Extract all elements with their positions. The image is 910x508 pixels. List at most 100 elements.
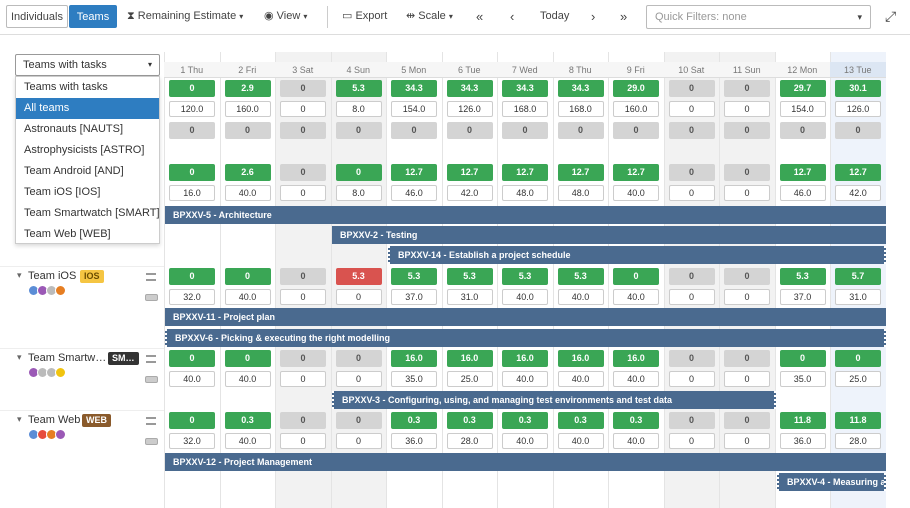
hours-cell[interactable]: 25.0 (835, 371, 881, 387)
capacity-cell[interactable]: 0 (280, 268, 326, 285)
capacity-cell[interactable]: 0.3 (224, 412, 271, 429)
task-bar[interactable]: BPXXV-2 - Testing (332, 226, 886, 244)
hours-cell[interactable]: 36.0 (779, 433, 826, 449)
capacity-cell[interactable]: 0.3 (557, 412, 604, 429)
team-name[interactable]: Team Smartw… (28, 352, 107, 364)
team-row-ios[interactable]: ▾ Team iOS IOS (0, 266, 164, 310)
task-bar[interactable]: BPXXV-12 - Project Management (165, 453, 886, 471)
capacity-cell[interactable]: 0 (835, 350, 881, 367)
capacity-cell[interactable]: 0 (724, 122, 770, 139)
capacity-cell[interactable]: 0 (335, 350, 382, 367)
team-filter-option[interactable]: Team iOS [IOS] (24, 186, 101, 198)
hours-cell[interactable]: 168.0 (502, 101, 548, 117)
hours-cell[interactable]: 154.0 (391, 101, 437, 117)
hours-cell[interactable]: 0 (280, 433, 326, 449)
hours-cell[interactable]: 31.0 (835, 289, 881, 305)
remaining-estimate-dropdown[interactable]: ⧗ Remaining Estimate ▾ (127, 5, 243, 28)
capacity-cell[interactable]: 5.3 (391, 268, 437, 285)
team-filter-select[interactable]: Teams with tasks ▾ (15, 54, 160, 76)
capacity-cell[interactable]: 0 (224, 122, 271, 139)
capacity-cell[interactable]: 2.6 (224, 164, 271, 181)
task-bar[interactable]: BPXXV-3 - Configuring, using, and managi… (332, 391, 776, 409)
hours-cell[interactable]: 36.0 (391, 433, 437, 449)
hours-cell[interactable]: 0 (335, 289, 382, 305)
avatar[interactable] (55, 429, 66, 440)
capacity-cell[interactable]: 29.7 (779, 80, 826, 97)
capacity-cell[interactable]: 0 (779, 122, 826, 139)
hours-cell[interactable]: 40.0 (613, 289, 659, 305)
hours-cell[interactable]: 28.0 (835, 433, 881, 449)
capacity-cell[interactable]: 0 (668, 412, 715, 429)
capacity-cell[interactable]: 29.0 (613, 80, 659, 97)
team-filter-option[interactable]: Team Smartwatch [SMART] (24, 207, 159, 219)
capacity-cell[interactable]: 0 (724, 80, 770, 97)
capacity-cell[interactable]: 0 (335, 122, 382, 139)
capacity-cell[interactable]: 0 (668, 350, 715, 367)
hours-cell[interactable]: 40.0 (169, 371, 215, 387)
capacity-cell[interactable]: 5.3 (557, 268, 604, 285)
capacity-cell[interactable]: 34.3 (446, 80, 493, 97)
capacity-cell[interactable]: 0 (280, 164, 326, 181)
hours-cell[interactable]: 160.0 (613, 101, 659, 117)
hours-cell[interactable]: 154.0 (779, 101, 826, 117)
capacity-cell[interactable]: 12.7 (502, 164, 548, 181)
hours-cell[interactable]: 35.0 (779, 371, 826, 387)
capacity-cell[interactable]: 0 (280, 412, 326, 429)
capacity-cell[interactable]: 0.3 (613, 412, 659, 429)
hours-cell[interactable]: 126.0 (835, 101, 881, 117)
hours-cell[interactable]: 0 (280, 289, 326, 305)
hours-cell[interactable]: 160.0 (224, 101, 271, 117)
capacity-cell[interactable]: 0 (169, 268, 215, 285)
today-button[interactable]: Today (540, 10, 570, 22)
hours-cell[interactable]: 8.0 (335, 185, 382, 201)
capacity-cell[interactable]: 0 (779, 350, 826, 367)
capacity-cell[interactable]: 0 (613, 122, 659, 139)
hours-cell[interactable]: 40.0 (224, 433, 271, 449)
hours-cell[interactable]: 120.0 (169, 101, 215, 117)
hours-cell[interactable]: 46.0 (779, 185, 826, 201)
hours-cell[interactable]: 0 (668, 289, 715, 305)
capacity-cell[interactable]: 16.0 (613, 350, 659, 367)
capacity-cell[interactable]: 0 (335, 164, 382, 181)
hours-cell[interactable]: 31.0 (446, 289, 493, 305)
hours-cell[interactable]: 0 (668, 433, 715, 449)
list-icon[interactable] (146, 273, 156, 281)
capacity-cell[interactable]: 12.7 (391, 164, 437, 181)
scale-dropdown[interactable]: ⇹ Scale ▾ (406, 5, 453, 28)
team-filter-option[interactable]: Teams with tasks (24, 81, 108, 93)
hours-cell[interactable]: 46.0 (391, 185, 437, 201)
hours-cell[interactable]: 0 (335, 371, 382, 387)
task-bar[interactable]: BPXXV-4 - Measuring and (777, 473, 886, 491)
capacity-cell[interactable]: 0 (280, 80, 326, 97)
capacity-cell[interactable]: 5.3 (335, 268, 382, 285)
capacity-cell[interactable]: 12.7 (835, 164, 881, 181)
capacity-cell[interactable]: 0 (668, 80, 715, 97)
capacity-cell[interactable]: 34.3 (557, 80, 604, 97)
hours-cell[interactable]: 40.0 (557, 433, 604, 449)
hours-cell[interactable]: 35.0 (391, 371, 437, 387)
capacity-cell[interactable]: 0 (335, 412, 382, 429)
chevron-down-icon[interactable]: ▾ (17, 352, 22, 362)
capacity-cell[interactable]: 5.3 (446, 268, 493, 285)
hours-cell[interactable]: 40.0 (557, 289, 604, 305)
hours-cell[interactable]: 42.0 (446, 185, 493, 201)
hours-cell[interactable]: 40.0 (613, 433, 659, 449)
capacity-cell[interactable]: 0 (613, 268, 659, 285)
capacity-cell[interactable]: 0 (724, 268, 770, 285)
capacity-cell[interactable]: 0.3 (391, 412, 437, 429)
capacity-cell[interactable]: 12.7 (779, 164, 826, 181)
task-bar[interactable]: BPXXV-14 - Establish a project schedule (388, 246, 886, 264)
team-filter-option[interactable]: All teams (16, 98, 159, 119)
hours-cell[interactable]: 40.0 (502, 289, 548, 305)
hours-cell[interactable]: 40.0 (613, 185, 659, 201)
hours-cell[interactable]: 8.0 (335, 101, 382, 117)
capacity-cell[interactable]: 34.3 (502, 80, 548, 97)
capacity-cell[interactable]: 30.1 (835, 80, 881, 97)
capacity-cell[interactable]: 0 (502, 122, 548, 139)
team-filter-option[interactable]: Astronauts [NAUTS] (24, 123, 124, 135)
view-dropdown[interactable]: ◉ View ▾ (264, 5, 307, 28)
capacity-cell[interactable]: 11.8 (779, 412, 826, 429)
avatar[interactable] (55, 285, 66, 296)
quick-filters-select[interactable]: Quick Filters: none ▾ (646, 5, 871, 29)
hours-cell[interactable]: 40.0 (224, 289, 271, 305)
